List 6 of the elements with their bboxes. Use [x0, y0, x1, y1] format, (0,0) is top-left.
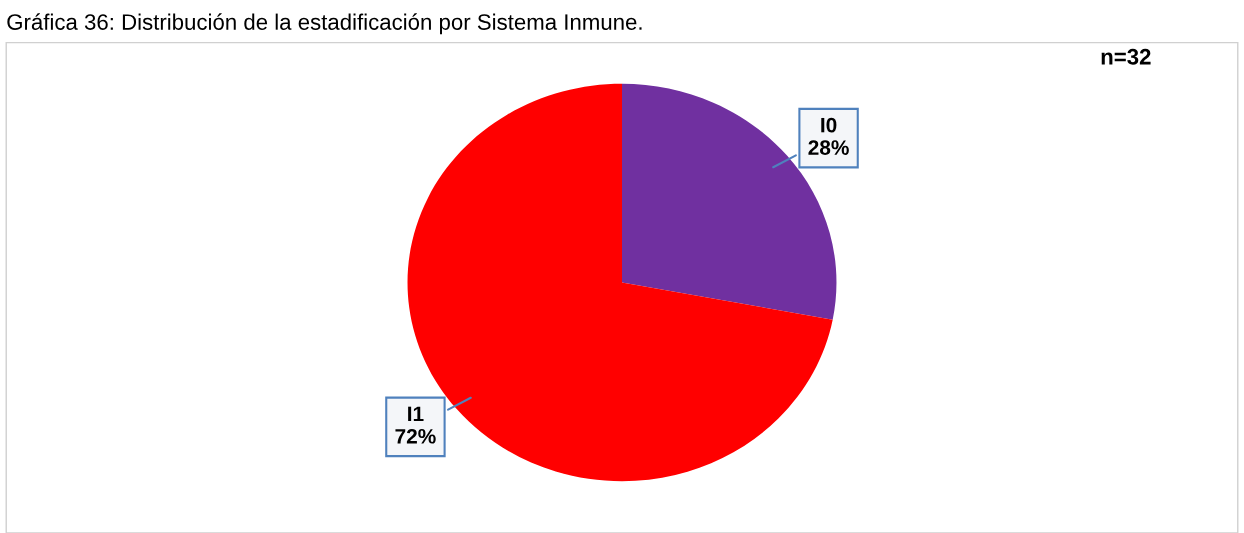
text: n=32 [1101, 48, 1151, 65]
data-label: 72% [395, 428, 436, 444]
slice-label: I1 [408, 406, 424, 422]
slice-label: I0 [821, 117, 837, 133]
chart-title: Gráfica 36: Distribución de la estadificación por Sistema Inmune. [7, 13, 642, 35]
data-label: 28% [808, 140, 849, 155]
